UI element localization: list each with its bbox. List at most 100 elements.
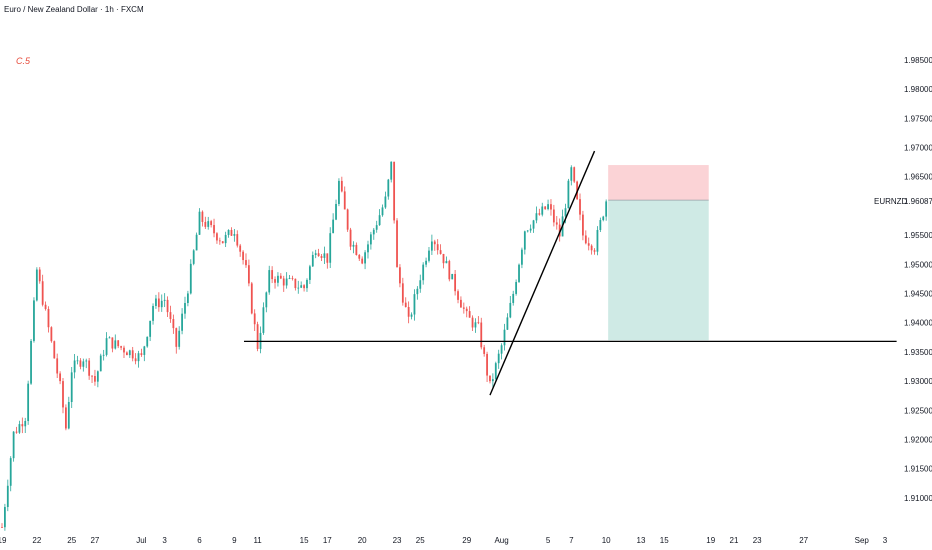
time-tick-label: 15 xyxy=(300,536,309,545)
candle-body xyxy=(477,322,480,324)
candle-body xyxy=(247,265,250,284)
candle-body xyxy=(125,352,128,356)
candle-body xyxy=(44,304,47,310)
time-tick-label: 21 xyxy=(730,536,739,545)
candle-body xyxy=(67,402,70,429)
candle-body xyxy=(442,253,445,264)
candle-body xyxy=(189,263,192,294)
candle-body xyxy=(102,354,105,356)
candle-body xyxy=(407,306,410,317)
trend-line[interactable] xyxy=(489,150,596,396)
candle-body xyxy=(378,215,381,226)
price-tick-label: 1.92000 xyxy=(904,435,932,444)
candle-body xyxy=(175,328,178,347)
time-tick-label: 9 xyxy=(232,536,237,545)
candle-body xyxy=(567,180,570,209)
candle-body xyxy=(128,350,131,356)
time-tick-label: 5 xyxy=(546,536,551,545)
price-tick-label: 1.97500 xyxy=(904,114,932,123)
time-tick-label: 25 xyxy=(416,536,425,545)
candle-body xyxy=(454,273,457,292)
candle-body xyxy=(213,225,215,234)
candle-body xyxy=(451,273,454,280)
candle-body xyxy=(416,288,419,295)
time-tick-label: 19 xyxy=(0,536,7,545)
time-tick-label: 7 xyxy=(569,536,574,545)
candle-body xyxy=(532,220,535,229)
price-tick-label: 1.93000 xyxy=(904,377,932,386)
candle-body xyxy=(448,261,451,280)
candle-body xyxy=(12,431,15,459)
candle-body xyxy=(47,309,50,328)
candle-body xyxy=(204,221,207,227)
candle-body xyxy=(555,222,558,225)
candle-body xyxy=(59,373,61,382)
candle-body xyxy=(163,299,166,301)
candle-body xyxy=(486,353,488,376)
candle-body xyxy=(367,244,369,253)
candle-body xyxy=(338,180,340,204)
candle-body xyxy=(53,341,56,359)
candle-body xyxy=(497,353,500,364)
candle-body xyxy=(306,279,308,289)
price-tick-label: 1.96500 xyxy=(904,173,932,182)
candle-body xyxy=(152,305,154,321)
drawings-layer[interactable] xyxy=(243,150,897,396)
time-tick-label: 11 xyxy=(253,536,262,545)
time-axis[interactable]: 19 22 25 27 Jul 3 6 9 11 15 17 20 23 25 29 Aug 5 7 10 13 15 1… xyxy=(0,536,888,545)
price-tick-label: 1.93500 xyxy=(904,348,932,357)
candle-body xyxy=(340,180,343,192)
candle-body xyxy=(137,353,140,362)
candle-body xyxy=(457,291,459,300)
candle-body xyxy=(387,179,390,197)
candle-body xyxy=(384,196,387,208)
candle-body xyxy=(160,300,163,308)
candle-body xyxy=(172,319,175,329)
candle-body xyxy=(491,379,494,382)
time-tick-label: 3 xyxy=(883,536,888,545)
candle-body xyxy=(393,161,396,221)
take-profit-zone[interactable] xyxy=(608,200,709,341)
candle-body xyxy=(277,275,279,283)
candle-body xyxy=(605,201,608,217)
candle-body xyxy=(515,281,518,294)
position-zones[interactable] xyxy=(608,165,709,341)
candle-body xyxy=(279,275,282,279)
candle-body xyxy=(311,254,314,267)
time-tick-label: 15 xyxy=(660,536,669,545)
candle-body xyxy=(146,336,149,347)
candle-body xyxy=(73,360,76,373)
candle-body xyxy=(593,250,596,252)
candle-body xyxy=(509,302,512,318)
candle-body xyxy=(169,312,172,320)
candle-body xyxy=(590,245,593,251)
candle-body xyxy=(599,220,602,230)
time-tick-label: 17 xyxy=(323,536,332,545)
stop-loss-zone[interactable] xyxy=(608,165,709,201)
candle-body xyxy=(570,167,573,181)
price-tick-label: 1.95000 xyxy=(904,260,932,269)
candle-body xyxy=(105,338,108,355)
candle-body xyxy=(512,293,515,303)
candle-body xyxy=(224,234,227,244)
candle-body xyxy=(149,320,152,337)
candle-body xyxy=(468,311,471,318)
candle-body xyxy=(227,229,230,235)
candle-body xyxy=(552,209,555,223)
candle-body xyxy=(369,234,372,245)
candle-body xyxy=(573,167,576,182)
candle-body xyxy=(30,340,32,384)
candle-body xyxy=(349,229,352,247)
price-axis[interactable]: 1.98500 1.98000 1.97500 1.97000 1.96500 1.955… xyxy=(904,56,932,503)
candle-body xyxy=(221,241,224,244)
candle-body xyxy=(326,253,329,263)
candle-body xyxy=(131,350,134,359)
time-tick-label: 20 xyxy=(358,536,367,545)
candle-body xyxy=(91,375,93,377)
price-tick-label: 1.98000 xyxy=(904,85,932,94)
candle-body xyxy=(538,213,541,215)
candle-body xyxy=(399,267,401,284)
